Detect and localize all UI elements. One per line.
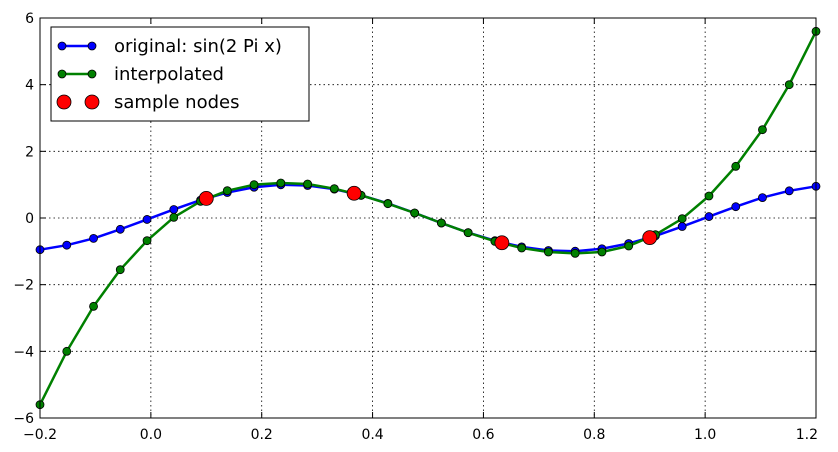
legend-entry-sample-nodes: sample nodes (56, 92, 239, 113)
series-point-1 (704, 191, 714, 201)
y-tick-label: −2 (13, 278, 34, 294)
sample-node (642, 230, 658, 246)
series-point-1 (383, 199, 393, 209)
x-tick-label: 1.2 (796, 427, 818, 443)
ticks (39, 17, 817, 419)
series-point-1 (436, 218, 446, 228)
series-point-0 (784, 186, 794, 196)
sample-node (346, 185, 362, 201)
legend: original: sin(2 Pi x) interpolated sampl… (50, 26, 310, 122)
series-point-1 (543, 247, 553, 257)
series-layer (35, 26, 821, 410)
legend-marker-interpolated-1 (57, 69, 67, 79)
x-tick-label: 0.8 (583, 427, 605, 443)
series-point-0 (169, 205, 179, 214)
series-point-1 (276, 178, 286, 188)
series-point-1 (329, 184, 339, 194)
series-point-1 (62, 346, 72, 356)
series-point-0 (115, 224, 125, 234)
x-tick-label: 0.0 (140, 427, 162, 443)
series-point-1 (410, 208, 420, 218)
y-tick-label: 0 (25, 211, 34, 227)
x-tick-label: 0.6 (472, 427, 494, 443)
legend-label-interpolated: interpolated (114, 64, 224, 85)
series-point-1 (784, 80, 794, 90)
y-tick-label: 6 (25, 11, 34, 27)
legend-marker-sample-nodes-2 (84, 94, 100, 110)
series-point-1 (115, 265, 125, 275)
x-tick-label: 0.4 (361, 427, 383, 443)
tick-labels: −0.2 0.0 0.2 0.4 0.6 0.8 1.0 1.2 −6 −4 −2 0 2 4 6 (13, 11, 818, 443)
x-tick-label: −0.2 (23, 427, 57, 443)
series-point-1 (758, 125, 767, 135)
legend-marker-original-2 (87, 41, 97, 51)
x-tick-label: 0.2 (251, 427, 273, 443)
series-point-1 (249, 180, 259, 190)
legend-entry-original: original: sin(2 Pi x) (57, 36, 282, 57)
series-point-1 (624, 241, 634, 251)
series-point-0 (758, 193, 767, 203)
legend-label-sample-nodes: sample nodes (114, 92, 239, 113)
series-point-0 (62, 240, 72, 250)
series-point-1 (570, 248, 580, 258)
series-line-1 (38, 30, 818, 406)
series-point-0 (89, 233, 98, 243)
legend-entry-interpolated: interpolated (57, 64, 224, 85)
legend-marker-original-1 (57, 41, 67, 51)
series-point-0 (677, 222, 687, 231)
series-point-0 (731, 202, 741, 212)
y-tick-label: 4 (25, 78, 34, 94)
series-point-0 (142, 215, 152, 224)
series-point-1 (731, 161, 741, 171)
series-point-1 (222, 186, 232, 196)
y-tick-label: −4 (13, 344, 34, 360)
y-tick-label: 2 (25, 144, 34, 160)
series-point-1 (597, 247, 607, 257)
series-point-1 (677, 214, 687, 224)
x-tick-label: 1.0 (694, 427, 716, 443)
series-point-0 (704, 212, 714, 221)
y-tick-label: −6 (13, 411, 34, 427)
series-point-1 (463, 228, 473, 238)
series-point-1 (169, 212, 179, 222)
sample-node (494, 235, 510, 251)
series-point-1 (517, 243, 527, 253)
sample-node (198, 190, 214, 206)
legend-label-original: original: sin(2 Pi x) (114, 36, 282, 57)
legend-marker-sample-nodes-1 (56, 94, 72, 110)
sample-nodes-layer (198, 185, 658, 251)
series-point-1 (303, 179, 313, 189)
series-point-1 (142, 236, 152, 246)
series-point-1 (89, 301, 98, 311)
legend-marker-interpolated-2 (87, 69, 97, 79)
